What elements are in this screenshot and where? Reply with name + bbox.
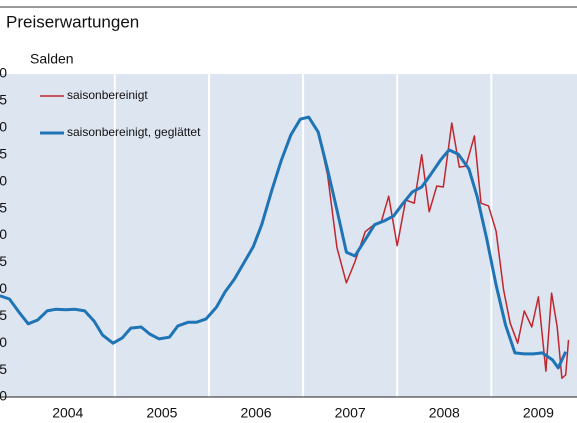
x-tick-label: 2006 — [240, 405, 271, 421]
y-tick-label: 5 — [0, 145, 7, 161]
y-axis-label: Salden — [30, 51, 74, 67]
x-tick-label: 2007 — [335, 405, 366, 421]
chart-title: Preiserwartungen — [6, 12, 139, 31]
y-tick-label: 0 — [0, 334, 7, 350]
x-tick-label: 2005 — [146, 405, 177, 421]
y-tick-label: 5 — [0, 199, 7, 215]
y-tick-label: 0 — [0, 226, 7, 242]
series-line — [0, 115, 568, 370]
x-tick-label: 2008 — [429, 405, 460, 421]
y-tick-label: 0 — [0, 119, 7, 135]
y-tick-label: 0 — [0, 172, 7, 188]
y-tick-label: 0 — [0, 388, 7, 404]
y-tick-label: 5 — [0, 92, 7, 108]
y-tick-label: 5 — [0, 307, 7, 323]
legend-label: saisonbereinigt — [67, 88, 148, 102]
x-tick-label: 2009 — [523, 405, 554, 421]
x-tick-label: 2004 — [52, 405, 83, 421]
y-tick-label: 0 — [0, 65, 7, 81]
y-tick-label: 0 — [0, 280, 7, 296]
y-tick-label: 5 — [0, 361, 7, 377]
plot-background — [0, 74, 577, 397]
y-tick-label: 5 — [0, 253, 7, 269]
legend-label: saisonbereinigt, geglättet — [67, 125, 201, 139]
